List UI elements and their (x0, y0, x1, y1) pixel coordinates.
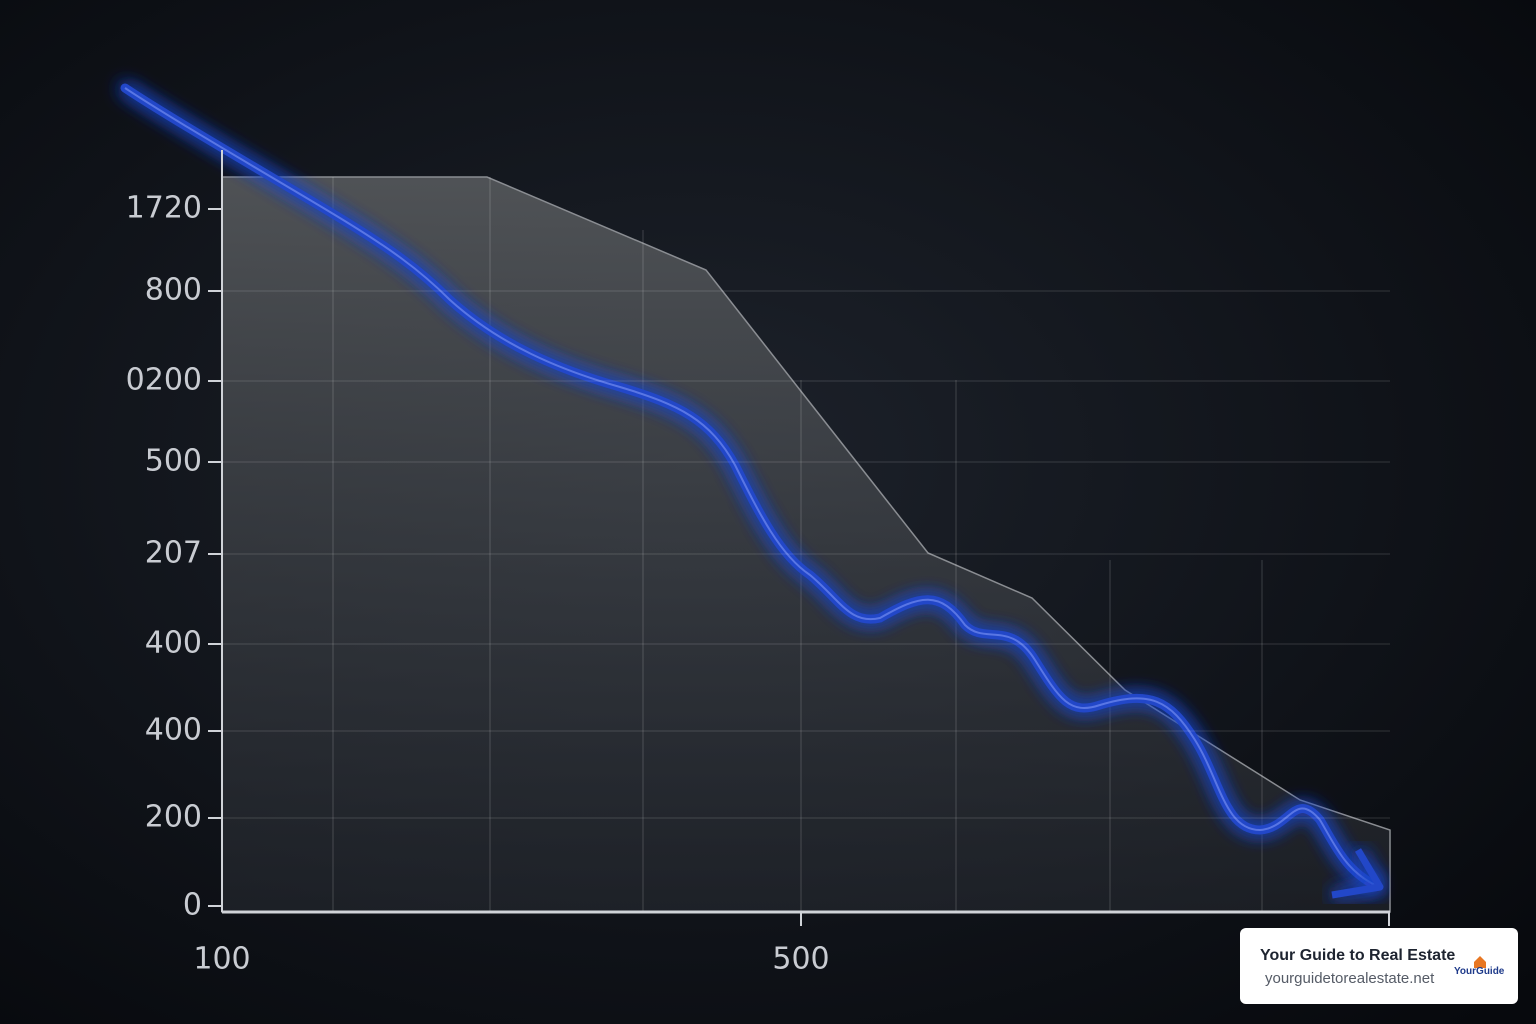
badge-logo: YourGuide (1454, 966, 1505, 977)
x-tick-label: 500 (772, 942, 829, 977)
y-tick-label: 200 (145, 800, 202, 835)
y-tick-label: 0200 (126, 363, 202, 398)
logo-house (1474, 956, 1486, 968)
badge: Your Guide to Real Estate yourguidetorea… (1240, 928, 1518, 1004)
y-tick-label: 400 (145, 626, 202, 661)
badge-box (1240, 928, 1518, 1004)
y-tick-label: 1720 (126, 191, 202, 226)
grid (332, 177, 1263, 912)
badge-title: Your Guide to Real Estate (1260, 947, 1455, 964)
y-tick-label: 500 (145, 444, 202, 479)
y-tick-label: 800 (145, 273, 202, 308)
x-tick-label: 100 (193, 942, 250, 977)
badge-url: yourguidetorealestate.net (1265, 970, 1435, 987)
y-tick-label: 207 (145, 536, 202, 571)
trend-line-highlight (124, 87, 1376, 886)
y-tick-label: 400 (145, 713, 202, 748)
arrow-head (1331, 848, 1384, 899)
y-tick-label: 0 (183, 888, 202, 923)
